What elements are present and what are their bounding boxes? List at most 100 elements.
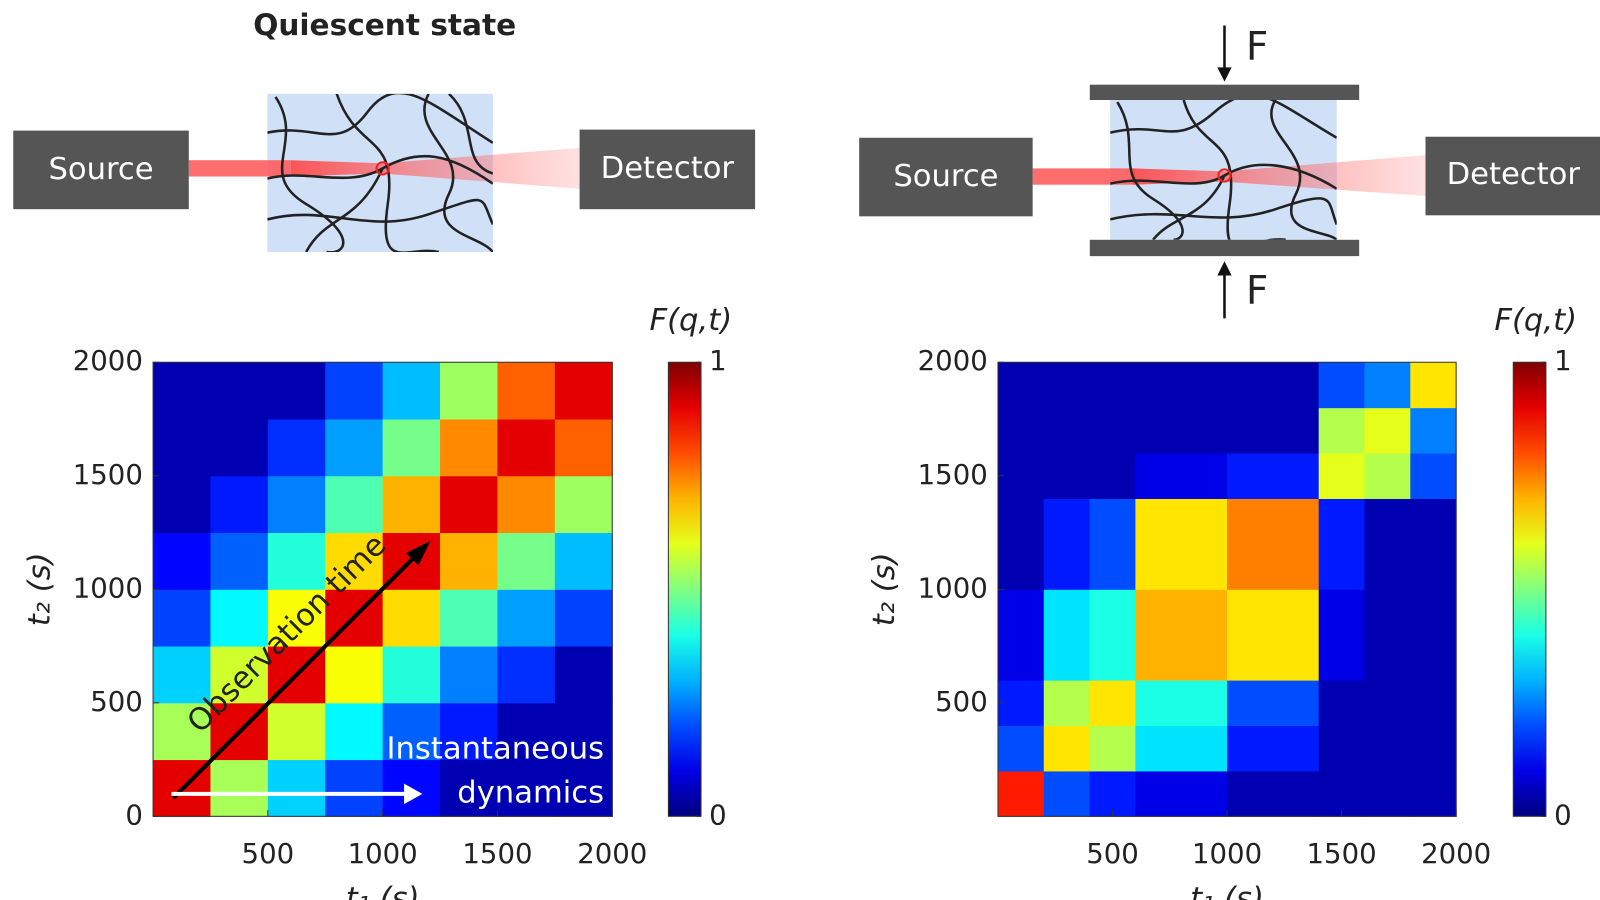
heatmap-cell [1135,453,1228,499]
heatmap-cell [267,589,326,647]
heatmap-cell [1227,453,1320,499]
source-label: Source [48,152,153,187]
heatmap-cell [267,532,326,590]
schematic-right: F F Source Detector [859,24,1600,319]
heatmap-cell [153,475,211,534]
plot-frame [152,361,613,817]
heatmap-cell [1135,362,1228,409]
heatmap-cell [997,453,1045,499]
heatmap-cell [497,475,556,534]
heatmap-cell [1318,498,1366,590]
heatmap-cell [497,646,556,704]
y-axis-label: t₂ (s) [867,552,902,626]
heatmap-cell [1410,362,1457,409]
heatmap-cell [267,362,326,420]
heatmap-cell [1089,453,1136,499]
heatmap-cell [1364,725,1411,772]
heatmap-cell [1043,498,1091,590]
force-arrowhead [1217,261,1232,276]
heatmap-cell [1089,407,1136,454]
heatmap-cell [440,475,498,534]
heatmap-cell [1043,407,1091,454]
schematic-left: Quiescent state Source Detector [13,8,756,253]
heatmap-cell [1089,770,1136,817]
heatmap-cell [554,702,613,761]
heatmap-cell [1227,407,1320,454]
heatmap-cell [1135,407,1228,454]
heatmap-cell [1227,725,1320,772]
x-tick-label: 500 [1086,838,1139,870]
network [267,93,493,253]
colorbar-tick-label: 0 [1554,799,1572,831]
heatmap-cell [1364,362,1411,409]
heatmap-cell [440,532,498,590]
scatter-point [375,161,390,176]
heatmap-cell [440,589,498,647]
heatmap-cell [497,589,556,647]
heatmap-cell [325,759,384,817]
x-axis-label: t₁ (s) [1190,882,1264,900]
heatmap-cell [1318,407,1366,454]
schematic-title: Quiescent state [253,8,516,42]
beam [188,160,291,177]
colorbar-tick-label: 1 [1554,345,1572,377]
heatmap-cell [1227,680,1320,727]
source-label: Source [893,159,998,194]
heatmap-cell [497,362,556,420]
y-tick-label: 2000 [73,345,143,377]
beam [290,147,580,189]
heatmap-cell [497,759,556,817]
heatmap-cell [1364,589,1411,681]
scatter-point [1217,168,1232,183]
heatmap-cell [267,419,326,477]
colorbar-tick-label: 1 [709,345,727,377]
heatmap-cell [997,680,1045,727]
heatmap-cell [1089,498,1136,590]
heatmap-cell [554,419,613,477]
heatmap-cell [1227,770,1320,817]
force-label: F [1246,268,1268,313]
detector-label: Detector [1447,157,1581,192]
heatmap-cell [997,770,1045,817]
x-tick-label: 1500 [462,838,532,870]
y-tick-label: 500 [90,686,143,718]
heatmap-cell [1043,725,1091,772]
heatmap-cell [210,475,269,534]
heatmap-cell [1318,453,1366,499]
heatmap-cell [210,759,269,817]
annotation: Instantaneous [386,732,604,767]
heatmap-cell [1043,770,1091,817]
force-arrowhead [1217,67,1232,82]
heatmap-cell [382,646,441,704]
x-tick-label: 1000 [1192,838,1262,870]
heatmap-cell [1089,725,1136,772]
heatmap-cell [1043,589,1091,681]
y-tick-label: 2000 [918,345,988,377]
heatmap-cell [1135,498,1228,590]
network [1110,100,1337,240]
heatmap-cell [1410,725,1457,772]
colorbar [667,361,702,817]
heatmap-cell [1364,680,1411,727]
x-tick-label: 1000 [348,838,418,870]
heatmap-cell [1227,498,1320,590]
heatmap-cell [153,419,211,477]
heatmap-cell [440,702,498,761]
heatmap-cell [554,589,613,647]
beam [1132,155,1426,196]
heatmap-cell [210,419,269,477]
heatmap-cell [1410,589,1457,681]
heatmap-cell [997,725,1045,772]
heatmap-cell [382,702,441,761]
detector-box [1425,136,1600,216]
heatmap-cell [325,475,384,534]
heatmap-cell [1135,589,1228,681]
plot-frame [997,361,1457,817]
heatmap-cell [382,589,441,647]
heatmap-cell [554,646,613,704]
x-tick-label: 500 [242,838,295,870]
heatmap-cell [1364,498,1411,590]
heatmap-cell [1089,589,1136,681]
heatmap-cell [267,475,326,534]
